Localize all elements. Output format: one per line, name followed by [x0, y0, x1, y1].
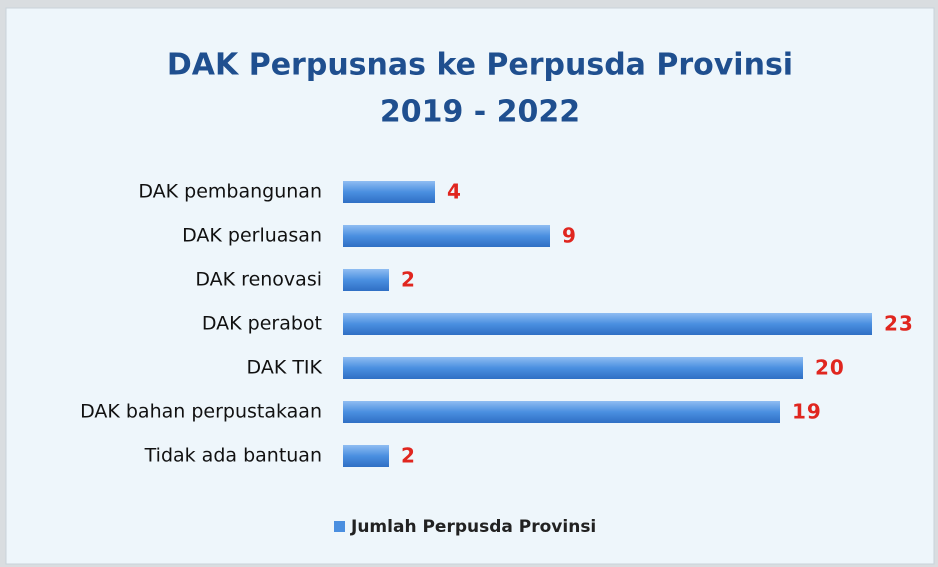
panel [5, 7, 935, 565]
value-label: 4 [447, 180, 462, 204]
bar [343, 181, 435, 203]
bar [343, 445, 389, 467]
value-label: 9 [562, 224, 577, 248]
category-label: DAK bahan perpustakaan [80, 401, 322, 423]
value-label: 23 [884, 312, 914, 336]
bar [343, 269, 389, 291]
value-label: 20 [815, 356, 845, 380]
bar [343, 313, 872, 335]
bar [343, 225, 550, 247]
chart-subtitle: 2019 - 2022 [380, 95, 580, 130]
category-label: DAK perabot [202, 313, 322, 335]
category-label: DAK TIK [247, 357, 323, 379]
value-label: 2 [401, 444, 416, 468]
category-label: DAK perluasan [182, 225, 322, 247]
bar [343, 401, 780, 423]
value-label: 2 [401, 268, 416, 292]
chart-title: DAK Perpusnas ke Perpusda Provinsi [167, 48, 793, 83]
legend-label: Jumlah Perpusda Provinsi [350, 517, 596, 537]
category-label: DAK renovasi [195, 269, 322, 291]
value-label: 19 [792, 400, 822, 424]
category-label: DAK pembangunan [138, 181, 322, 203]
legend-swatch [334, 521, 345, 532]
category-label: Tidak ada bantuan [144, 445, 322, 467]
bar [343, 357, 803, 379]
